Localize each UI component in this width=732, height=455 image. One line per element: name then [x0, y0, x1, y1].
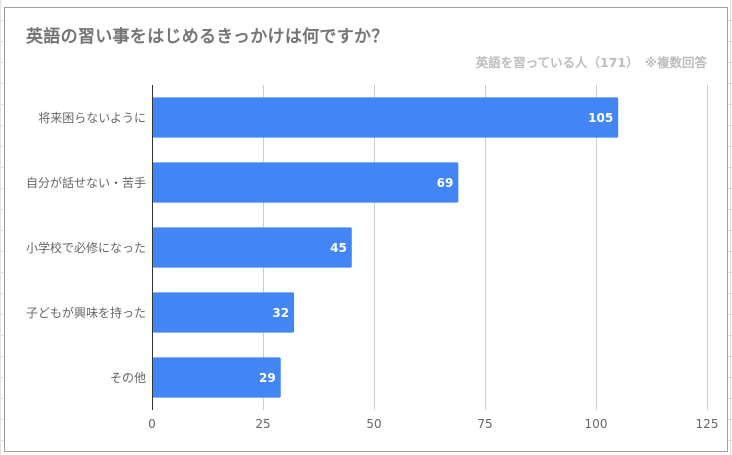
y-category-label: 小学校で必修になった	[26, 240, 146, 255]
bar-data-label: 69	[437, 176, 454, 190]
x-tick-label: 100	[585, 417, 608, 431]
bar-data-label: 105	[588, 111, 613, 125]
x-tick-label: 50	[366, 417, 381, 431]
bar-data-label: 45	[330, 241, 347, 255]
y-category-label: 将来困らないように	[38, 111, 146, 125]
x-tick-label: 125	[696, 417, 719, 431]
x-tick-label: 0	[148, 417, 156, 431]
bar	[152, 357, 281, 398]
y-category-label: 自分が話せない・苦手	[26, 175, 146, 190]
bar	[152, 227, 352, 268]
x-tick-label: 75	[477, 417, 492, 431]
y-category-label: その他	[110, 371, 146, 385]
bar	[152, 292, 295, 333]
bar	[152, 162, 459, 203]
y-category-label: 子どもが興味を持った	[26, 305, 146, 320]
chart-container[interactable]: 英語の習い事をはじめるきっかけは何ですか？ 英語を習っている人（171） ※複数…	[4, 7, 728, 452]
bar-chart-plot: 0 25 50 75 100 125 105 将来困らないように 69 自分が話せない・苦手 45 小…	[26, 85, 719, 431]
bar-data-label: 32	[272, 306, 289, 320]
bar	[152, 97, 619, 138]
bar-data-label: 29	[259, 371, 276, 385]
chart-title: 英語の習い事をはじめるきっかけは何ですか？	[26, 27, 389, 47]
chart-subtitle: 英語を習っている人（171） ※複数回答	[475, 55, 707, 70]
x-tick-label: 25	[255, 417, 270, 431]
